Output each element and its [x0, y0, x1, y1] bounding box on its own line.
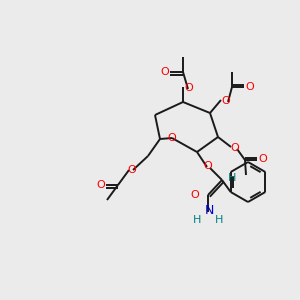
Text: H: H [228, 173, 236, 183]
Text: O: O [246, 82, 254, 92]
Text: O: O [190, 190, 200, 200]
Text: O: O [160, 67, 169, 77]
Text: O: O [204, 161, 212, 171]
Text: H: H [193, 215, 201, 225]
Text: O: O [222, 96, 230, 106]
Text: O: O [128, 165, 136, 175]
Text: O: O [168, 133, 176, 143]
Text: H: H [215, 215, 223, 225]
Text: O: O [231, 143, 239, 153]
Text: O: O [259, 154, 267, 164]
Text: N: N [204, 205, 214, 218]
Text: O: O [184, 83, 194, 93]
Text: O: O [97, 180, 105, 190]
